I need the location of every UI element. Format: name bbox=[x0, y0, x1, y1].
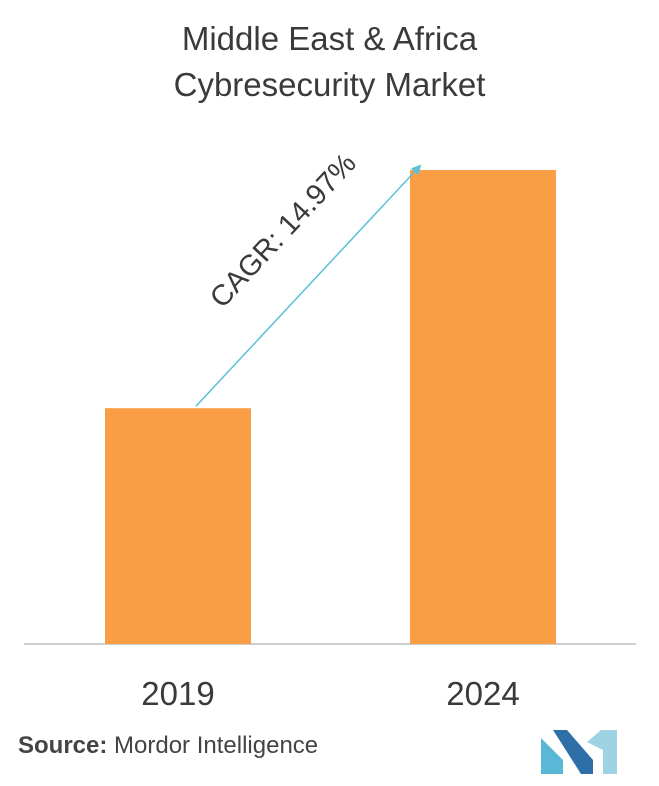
chart-title-line-2: Cybresecurity Market bbox=[173, 66, 486, 103]
logo-shape-mid bbox=[553, 730, 593, 774]
source-text: Mordor Intelligence bbox=[114, 732, 319, 759]
cagr-label: CAGR: 14.97% bbox=[204, 147, 363, 314]
logo-shape-right bbox=[587, 730, 617, 774]
chart-title-line-1: Middle East & Africa bbox=[181, 20, 478, 57]
bar-2024 bbox=[410, 170, 556, 644]
cagr-arrow bbox=[195, 164, 422, 407]
x-tick-label-2019: 2019 bbox=[141, 675, 214, 712]
mordor-logo-icon bbox=[541, 730, 617, 774]
source-note: Source: Mordor Intelligence bbox=[18, 732, 318, 760]
bar-2019 bbox=[105, 408, 251, 644]
logo-shape-left bbox=[541, 738, 563, 774]
x-tick-label-2024: 2024 bbox=[446, 675, 519, 712]
source-label: Source: bbox=[18, 732, 108, 759]
chart-title: Middle East & Africa Cybresecurity Marke… bbox=[0, 16, 659, 108]
